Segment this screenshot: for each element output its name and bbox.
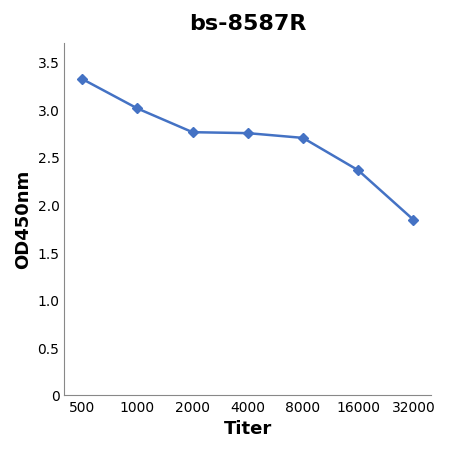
- Title: bs-8587R: bs-8587R: [189, 14, 306, 34]
- X-axis label: Titer: Titer: [224, 419, 272, 437]
- Y-axis label: OD450nm: OD450nm: [14, 170, 32, 269]
